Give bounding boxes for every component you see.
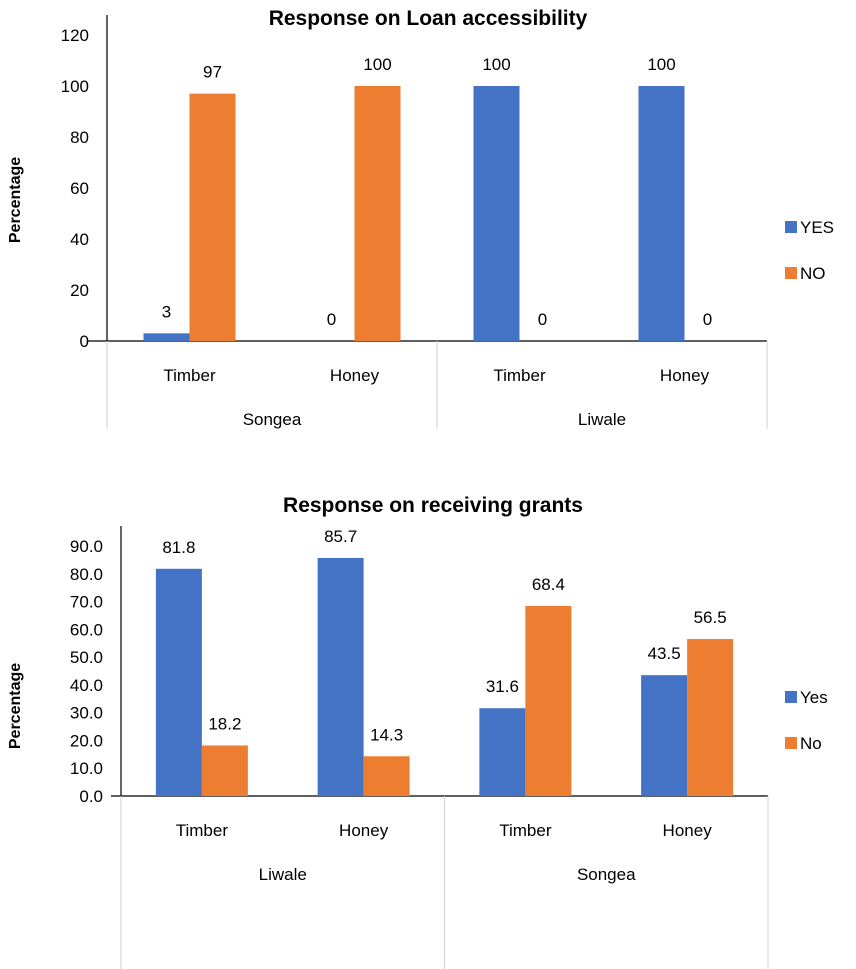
y-tick-label: 10.0 — [70, 759, 103, 778]
y-tick-label: 120 — [61, 26, 89, 45]
group-label: Liwale — [259, 865, 307, 884]
bar-no-1 — [354, 86, 401, 341]
y-tick-label: 40.0 — [70, 676, 103, 695]
y-tick-label: 60 — [70, 179, 89, 198]
y-axis-label: Percentage — [7, 157, 24, 243]
legend-swatch-yes — [785, 221, 797, 233]
data-label: 31.6 — [486, 677, 519, 696]
bar-yes-0 — [155, 568, 202, 796]
data-label: 81.8 — [162, 538, 195, 557]
data-label: 56.5 — [694, 608, 727, 627]
data-label: 97 — [203, 63, 222, 82]
bar-yes-2 — [473, 86, 520, 341]
data-label: 85.7 — [324, 527, 357, 546]
loan-accessibility-chart: Response on Loan accessibility Percentag… — [7, 7, 834, 429]
data-label: 68.4 — [532, 575, 565, 594]
bar-yes-3 — [638, 86, 685, 341]
category-label: Timber — [493, 366, 546, 385]
data-label: 100 — [647, 55, 675, 74]
legend-swatch-yes — [785, 691, 797, 703]
y-tick-label: 100 — [61, 77, 89, 96]
category-label: Honey — [339, 821, 389, 840]
category-label: Timber — [163, 366, 216, 385]
y-tick-label: 20.0 — [70, 731, 103, 750]
legend-swatch-no — [785, 267, 797, 279]
category-label: Timber — [499, 821, 552, 840]
data-label: 18.2 — [208, 714, 241, 733]
bar-no-1 — [363, 756, 410, 796]
group-label: Songea — [243, 410, 302, 429]
category-label: Honey — [660, 366, 710, 385]
data-label: 43.5 — [648, 644, 681, 663]
bar-no-3 — [687, 639, 734, 796]
y-tick-label: 90.0 — [70, 537, 103, 556]
data-label: 100 — [482, 55, 510, 74]
category-label: Honey — [663, 821, 713, 840]
category-label: Honey — [330, 366, 380, 385]
category-label: Timber — [176, 821, 229, 840]
legend-label: No — [800, 734, 822, 753]
group-label: Songea — [577, 865, 636, 884]
chart-title: Response on receiving grants — [283, 494, 583, 517]
y-tick-label: 40 — [70, 230, 89, 249]
y-tick-label: 30.0 — [70, 704, 103, 723]
bar-no-2 — [525, 606, 572, 796]
y-tick-label: 70.0 — [70, 593, 103, 612]
data-label: 0 — [327, 310, 336, 329]
bar-no-0 — [189, 93, 236, 342]
legend-label: NO — [800, 264, 826, 283]
bar-yes-3 — [641, 675, 688, 796]
legend-label: YES — [800, 218, 834, 237]
y-tick-label: 0 — [80, 332, 89, 351]
y-axis-label: Percentage — [7, 663, 24, 749]
y-tick-label: 60.0 — [70, 620, 103, 639]
y-tick-label: 80 — [70, 128, 89, 147]
y-tick-label: 80.0 — [70, 565, 103, 584]
y-tick-label: 50.0 — [70, 648, 103, 667]
legend-label: Yes — [800, 688, 828, 707]
data-label: 3 — [162, 302, 171, 321]
legend-swatch-no — [785, 737, 797, 749]
group-label: Liwale — [578, 410, 626, 429]
data-label: 0 — [538, 310, 547, 329]
data-label: 0 — [703, 310, 712, 329]
chart-title: Response on Loan accessibility — [269, 7, 588, 30]
receiving-grants-chart: Response on receiving grants Percentage … — [7, 494, 828, 969]
y-tick-label: 0.0 — [79, 787, 103, 806]
bar-yes-1 — [317, 557, 364, 796]
bar-no-0 — [201, 745, 248, 796]
bar-yes-2 — [479, 708, 526, 796]
bar-yes-0 — [143, 333, 190, 341]
data-label: 14.3 — [370, 725, 403, 744]
data-label: 100 — [363, 55, 391, 74]
y-tick-label: 20 — [70, 281, 89, 300]
